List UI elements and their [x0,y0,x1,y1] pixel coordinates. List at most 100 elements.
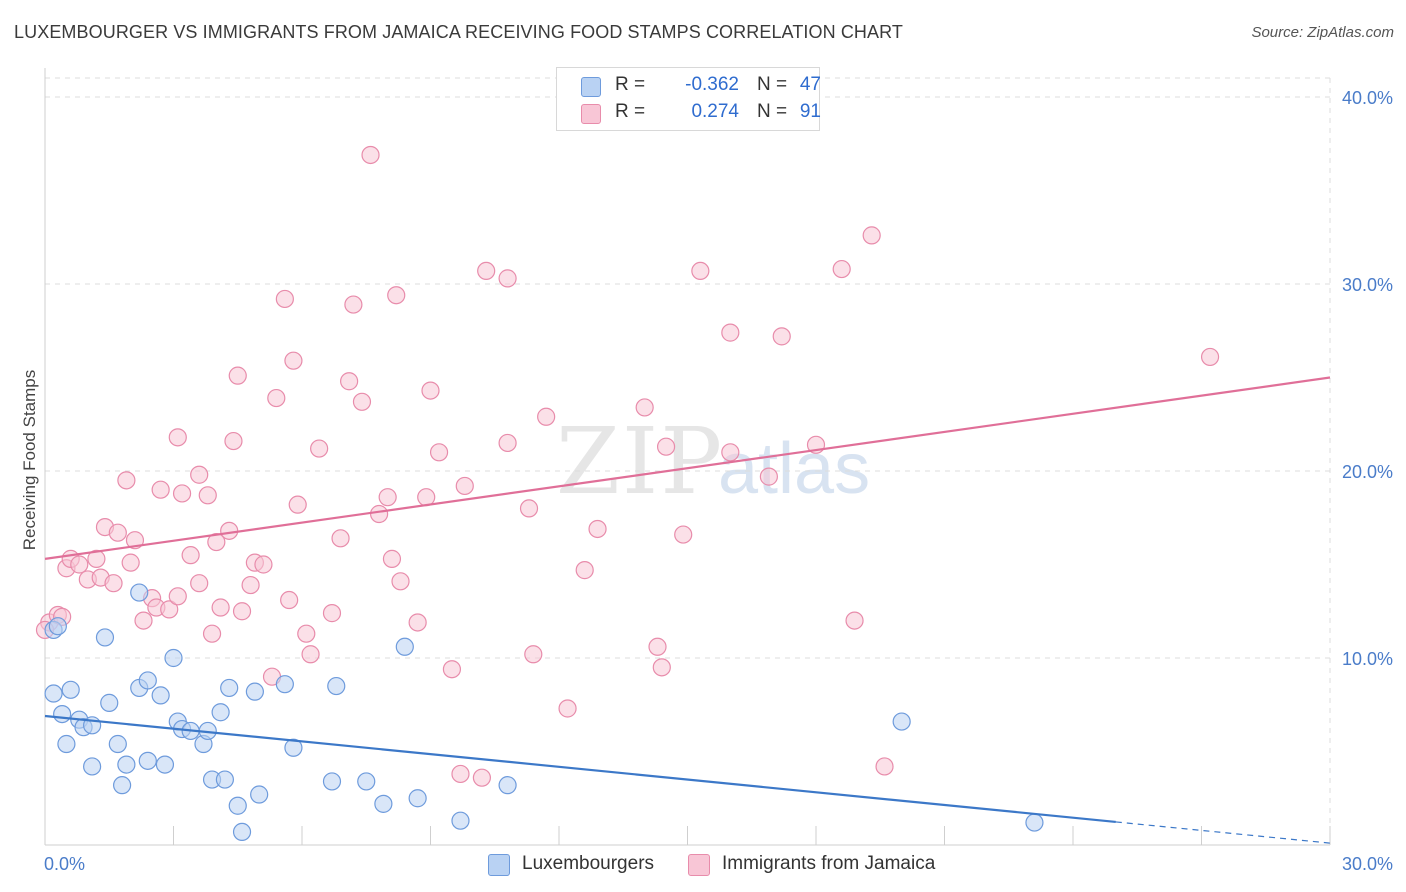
jam-swatch-icon [581,104,601,124]
jamaica-point [451,764,470,784]
jamaica-point [421,381,440,400]
jamaica-trend-line [44,376,1331,560]
luxembourger-trend-line [44,714,1116,824]
jamaica-point [721,443,740,462]
jamaica-point [361,145,380,165]
jamaica-point [160,600,179,619]
jamaica-point [498,269,517,288]
jamaica-point [352,392,372,411]
luxembourger-point [83,757,102,776]
series-legend: Luxembourgers Immigrants from Jamaica [0,852,1406,878]
x-tick-label: 0.0% [44,854,85,874]
jamaica-point [297,624,316,643]
jamaica-point [275,289,294,309]
luxembourger-point [48,617,67,636]
jamaica-point [652,658,671,677]
jamaica-point [674,525,693,544]
jamaica-point [220,521,239,540]
lux-r-label: R = [615,74,646,95]
lux-n-label: N = [757,74,788,95]
jamaica-point [635,398,654,417]
jamaica-point [172,484,192,503]
y-tick-label: 10.0% [1342,649,1393,669]
jam-n-value: 91 [799,101,821,122]
jamaica-point [121,553,140,572]
jamaica-point [575,561,594,580]
jamaica-point [862,226,881,245]
jamaica-point [322,604,342,623]
y-tick-label: 30.0% [1342,275,1393,295]
jamaica-point [117,471,136,490]
luxembourger-point [211,703,230,722]
jamaica-point [875,757,894,776]
jamaica-point [772,327,791,346]
jamaica-point [301,645,320,664]
luxembourger-trend-extension [1115,821,1331,844]
luxembourger-point [112,776,132,795]
jamaica-point [211,598,230,617]
luxembourger-point [245,682,264,701]
jamaica-point [832,259,851,279]
luxembourger-point [322,772,342,791]
luxembourger-point [155,755,175,774]
luxembourger-point [215,770,234,789]
legend-label-luxembourgers: Luxembourgers [522,853,655,874]
jamaica-point [241,575,260,595]
luxembourger-point [284,738,303,757]
luxembourger-point [44,684,63,703]
jamaica-point [181,546,200,565]
jamaica-point [558,699,577,718]
jamaica-point [691,261,710,281]
jamaica-point [472,768,491,787]
luxembourger-point [357,772,376,791]
jam-r-value: 0.274 [691,101,739,122]
correlation-legend: R = -0.362 N = 47 R = 0.274 N = 91 [556,67,821,131]
jam-r-label: R = [615,101,646,122]
y-tick-label: 40.0% [1342,88,1393,108]
lux-n-value: 47 [799,74,821,95]
luxembourger-point [138,751,157,770]
jamaica-point [1200,347,1220,367]
luxembourger-point [130,583,149,602]
jamaica-point [721,323,740,342]
jamaica-point [168,587,187,606]
lux-swatch-icon [581,77,601,97]
jamaica-point [648,637,667,656]
jam-legend-icon [688,854,710,876]
watermark-zip: ZIP [556,408,725,515]
luxembourger-point [228,796,247,815]
luxembourger-point [1025,813,1044,832]
jamaica-point [202,624,222,643]
jamaica-point [104,574,123,593]
jamaica-point [387,286,406,305]
jamaica-point [207,532,226,552]
jamaica-point [228,366,247,385]
jamaica-point [498,433,517,453]
jamaica-point [284,351,303,370]
watermark-atlas: atlas [718,429,871,509]
jamaica-point [382,549,402,568]
jamaica-point [310,439,329,458]
luxembourger-point [451,811,470,830]
jamaica-point [537,407,556,426]
jamaica-point [198,486,217,505]
jamaica-point [656,437,676,456]
jamaica-point [70,555,89,574]
luxembourger-point [327,676,346,696]
luxembourger-point [250,785,269,804]
jamaica-point [340,372,359,391]
luxembourger-point [151,686,170,705]
jamaica-point [408,613,427,632]
luxembourger-point [892,712,911,731]
jamaica-point [455,476,474,496]
luxembourger-point [61,680,80,699]
jamaica-point [254,555,273,574]
luxembourger-point [408,789,427,808]
luxembourger-point [117,755,136,774]
luxembourger-point [232,822,252,842]
jamaica-point [344,295,363,314]
jamaica-point [168,428,187,447]
jamaica-point [190,465,209,484]
jamaica-point [519,499,539,518]
